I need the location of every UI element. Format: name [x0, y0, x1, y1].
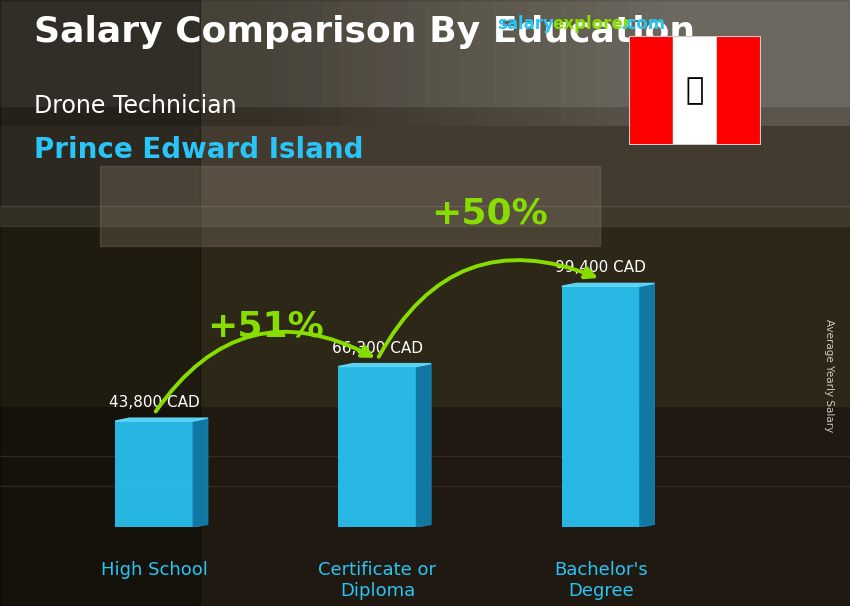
Polygon shape: [640, 284, 654, 527]
Text: High School: High School: [100, 561, 207, 579]
Bar: [673, 36, 717, 145]
Text: 🍁: 🍁: [686, 76, 704, 105]
Text: Bachelor's
Degree: Bachelor's Degree: [554, 561, 648, 600]
Text: +51%: +51%: [207, 309, 324, 344]
Bar: [629, 36, 673, 145]
Text: .com: .com: [620, 15, 666, 33]
Text: Drone Technician: Drone Technician: [34, 94, 236, 118]
Bar: [0, 106, 850, 206]
Text: 99,400 CAD: 99,400 CAD: [555, 261, 646, 275]
Text: Prince Edward Island: Prince Edward Island: [34, 136, 364, 164]
Bar: [0, 206, 850, 406]
Bar: [0, 0, 850, 106]
Text: 66,300 CAD: 66,300 CAD: [332, 341, 423, 356]
Text: Average Yearly Salary: Average Yearly Salary: [824, 319, 834, 432]
Bar: [717, 36, 761, 145]
Polygon shape: [338, 364, 431, 367]
Bar: [338, 367, 416, 527]
Text: salary: salary: [497, 15, 554, 33]
Polygon shape: [115, 418, 207, 421]
Bar: [0, 206, 850, 226]
Text: Salary Comparison By Education: Salary Comparison By Education: [34, 15, 695, 49]
Polygon shape: [193, 418, 207, 527]
Text: +50%: +50%: [431, 197, 547, 231]
Polygon shape: [562, 284, 654, 286]
Polygon shape: [416, 364, 431, 527]
Bar: [0, 406, 850, 606]
Text: 43,800 CAD: 43,800 CAD: [109, 395, 200, 410]
Bar: [100, 166, 600, 246]
Bar: [115, 421, 193, 527]
Bar: [562, 286, 640, 527]
Text: explorer: explorer: [552, 15, 632, 33]
Text: Certificate or
Diploma: Certificate or Diploma: [319, 561, 436, 600]
